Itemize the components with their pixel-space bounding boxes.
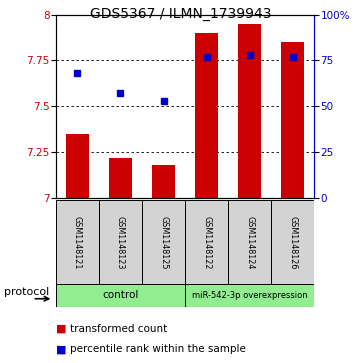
Text: GSM1148122: GSM1148122 bbox=[202, 216, 211, 269]
Text: GSM1148123: GSM1148123 bbox=[116, 216, 125, 269]
Text: ■: ■ bbox=[56, 323, 66, 334]
Bar bbox=[228, 200, 271, 285]
Bar bbox=[142, 200, 185, 285]
Bar bbox=[66, 134, 89, 198]
Bar bbox=[238, 24, 261, 198]
Bar bbox=[185, 200, 228, 285]
Text: miR-542-3p overexpression: miR-542-3p overexpression bbox=[192, 291, 307, 300]
Bar bbox=[56, 200, 99, 285]
Bar bbox=[152, 165, 175, 198]
Bar bbox=[195, 33, 218, 198]
Bar bbox=[99, 200, 142, 285]
Bar bbox=[56, 284, 185, 307]
Bar bbox=[271, 200, 314, 285]
Text: GSM1148125: GSM1148125 bbox=[159, 216, 168, 269]
Bar bbox=[109, 158, 132, 198]
Text: protocol: protocol bbox=[4, 287, 49, 297]
Text: control: control bbox=[102, 290, 139, 300]
Text: percentile rank within the sample: percentile rank within the sample bbox=[70, 344, 246, 354]
Bar bbox=[281, 42, 304, 198]
Text: GDS5367 / ILMN_1739943: GDS5367 / ILMN_1739943 bbox=[90, 7, 271, 21]
Text: GSM1148124: GSM1148124 bbox=[245, 216, 254, 269]
Text: GSM1148126: GSM1148126 bbox=[288, 216, 297, 269]
Text: transformed count: transformed count bbox=[70, 323, 168, 334]
Bar bbox=[185, 284, 314, 307]
Text: ■: ■ bbox=[56, 344, 66, 354]
Text: GSM1148121: GSM1148121 bbox=[73, 216, 82, 269]
